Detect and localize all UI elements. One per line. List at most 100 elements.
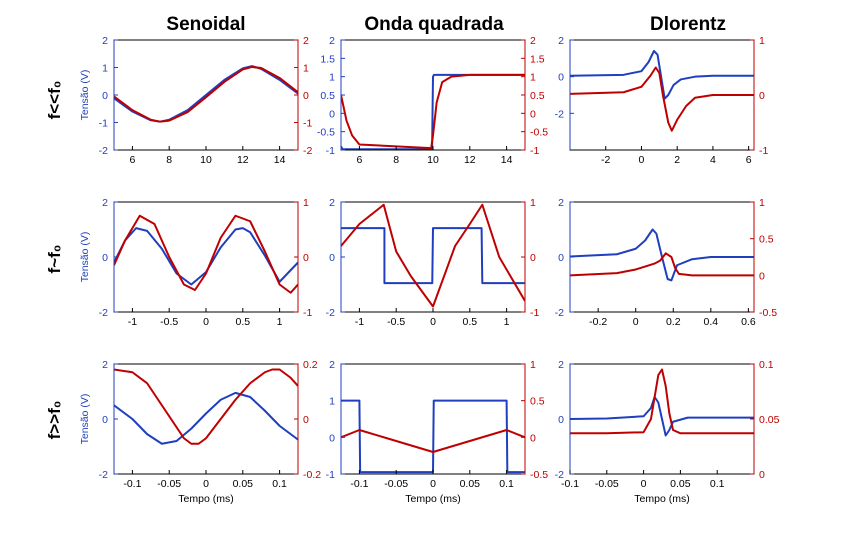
x-tick-label: 0.1 [499, 478, 514, 490]
y-axis-label: Tensão (V) [79, 232, 91, 283]
plot-frame [113, 201, 299, 313]
x-tick-label: 14 [274, 154, 286, 166]
y-left-tick-label: 2 [102, 35, 108, 47]
x-tick-label: -0.5 [387, 316, 405, 328]
y-left-tick-label: 0 [102, 414, 108, 426]
y-right-tick-label: -1 [759, 145, 768, 157]
y-right-tick-label: 0 [530, 432, 536, 444]
y-left-tick-label: 0.5 [320, 90, 335, 102]
x-tick-label: 6 [356, 154, 362, 166]
y-right-tick-label: -1 [530, 145, 539, 157]
column-title-dlorentz: Dlorentz [650, 14, 726, 35]
y-right-tick-label: 0 [303, 252, 309, 264]
subplot-r2c2: -1 -0.5 0 0.5 1 -2 0 2 -1 0 1 [326, 197, 540, 328]
y-left-tick-label: 0 [558, 252, 564, 264]
y-right-tick-label: 1 [303, 63, 309, 75]
row-label-resonant-frequency: f~f₀ [45, 245, 64, 274]
y-right-tick-label: 0.2 [303, 359, 318, 371]
y-axis-label: Tensão (V) [79, 70, 91, 121]
y-right-tick-label: 1 [759, 35, 765, 47]
y-right-tick-label: 0 [530, 252, 536, 264]
y-left-tick-label: 2 [102, 197, 108, 209]
y-left-tick-label: -2 [99, 469, 108, 481]
series-line-red [570, 252, 754, 277]
x-tick-label: -1 [355, 316, 364, 328]
y-right-tick-label: -1 [530, 307, 539, 319]
x-tick-label: 0.5 [235, 316, 250, 328]
y-right-tick-label: 1 [759, 197, 765, 209]
plot-frame [113, 363, 299, 475]
x-tick-label: 0.1 [710, 478, 725, 490]
x-axis-label: Tempo (ms) [405, 493, 460, 505]
x-tick-label: 12 [237, 154, 249, 166]
y-right-tick-label: 0 [759, 270, 765, 282]
series-line-blue [570, 396, 754, 437]
subplot-r3c2: -0.1 -0.05 0 0.05 0.1 -1 0 1 2 -0.5 0 0.5 1 Tempo (ms… [326, 359, 549, 505]
y-right-tick-label: 2 [303, 35, 309, 47]
y-right-tick-label: -1 [303, 118, 312, 130]
y-right-tick-label: 0 [530, 108, 536, 120]
x-tick-label: -0.5 [160, 316, 178, 328]
series-line-red [570, 368, 754, 435]
y-left-tick-label: 0 [102, 252, 108, 264]
x-axis-label: Tempo (ms) [634, 493, 689, 505]
x-tick-label: -0.05 [157, 478, 181, 490]
y-right-tick-label: 0 [303, 90, 309, 102]
y-left-tick-label: -0.5 [317, 127, 335, 139]
y-right-tick-label: 1 [530, 72, 536, 84]
x-tick-label: 0.5 [462, 316, 477, 328]
x-tick-label: -0.1 [123, 478, 141, 490]
y-left-tick-label: -2 [555, 108, 564, 120]
y-left-tick-label: -2 [555, 307, 564, 319]
series-line-red [341, 73, 525, 150]
y-left-tick-label: 1.5 [320, 53, 335, 65]
x-tick-label: 0 [639, 154, 645, 166]
series-line-blue [570, 50, 754, 100]
y-right-tick-label: -0.5 [530, 127, 548, 139]
x-tick-label: -0.2 [589, 316, 607, 328]
y-right-tick-label: 1 [530, 197, 536, 209]
y-left-tick-label: 2 [558, 359, 564, 371]
x-tick-label: 0 [203, 478, 209, 490]
y-right-tick-label: 0.1 [759, 359, 774, 371]
series-line-blue [114, 65, 298, 123]
y-left-tick-label: -1 [99, 118, 108, 130]
y-left-tick-label: 2 [558, 35, 564, 47]
subplot-r3c1: -0.1 -0.05 0 0.05 0.1 -2 0 2 -0.2 0 0.2 Tensão (V) T… [79, 359, 321, 505]
y-right-tick-label: 0.5 [530, 396, 545, 408]
x-tick-label: 10 [200, 154, 212, 166]
y-right-tick-label: 1 [530, 359, 536, 371]
row-label-low-frequency: f<<f₀ [45, 81, 64, 120]
y-right-tick-label: 1 [303, 197, 309, 209]
x-tick-label: 10 [427, 154, 439, 166]
series-line-blue [341, 399, 525, 474]
x-tick-label: 14 [501, 154, 513, 166]
column-title-senoidal: Senoidal [166, 14, 245, 35]
x-tick-label: 0 [430, 316, 436, 328]
subplot-r1c3: -2 0 2 4 6 -2 0 2 -1 0 1 [555, 35, 769, 166]
y-right-tick-label: -0.5 [759, 307, 777, 319]
y-left-tick-label: 2 [329, 359, 335, 371]
x-tick-label: 0 [633, 316, 639, 328]
y-left-tick-label: 2 [558, 197, 564, 209]
x-tick-label: -0.1 [561, 478, 579, 490]
x-tick-label: 0.05 [460, 478, 481, 490]
x-tick-label: -0.05 [384, 478, 408, 490]
x-tick-label: 1 [277, 316, 283, 328]
x-tick-label: -2 [601, 154, 610, 166]
y-left-tick-label: -2 [99, 145, 108, 157]
x-tick-label: 0.1 [272, 478, 287, 490]
y-left-tick-label: 0 [558, 414, 564, 426]
x-axis-label: Tempo (ms) [178, 493, 233, 505]
y-left-tick-label: 1 [102, 63, 108, 75]
y-right-tick-label: 0 [303, 414, 309, 426]
subplot-r3c3: -0.1 -0.05 0 0.05 0.1 -2 0 2 0 0.05 0.1 Tempo (ms) [555, 359, 780, 505]
y-left-tick-label: -1 [326, 469, 335, 481]
x-tick-label: 12 [464, 154, 476, 166]
y-left-tick-label: 2 [329, 197, 335, 209]
y-left-tick-label: -2 [555, 469, 564, 481]
series-line-red [341, 429, 525, 453]
series-line-blue [114, 227, 298, 286]
